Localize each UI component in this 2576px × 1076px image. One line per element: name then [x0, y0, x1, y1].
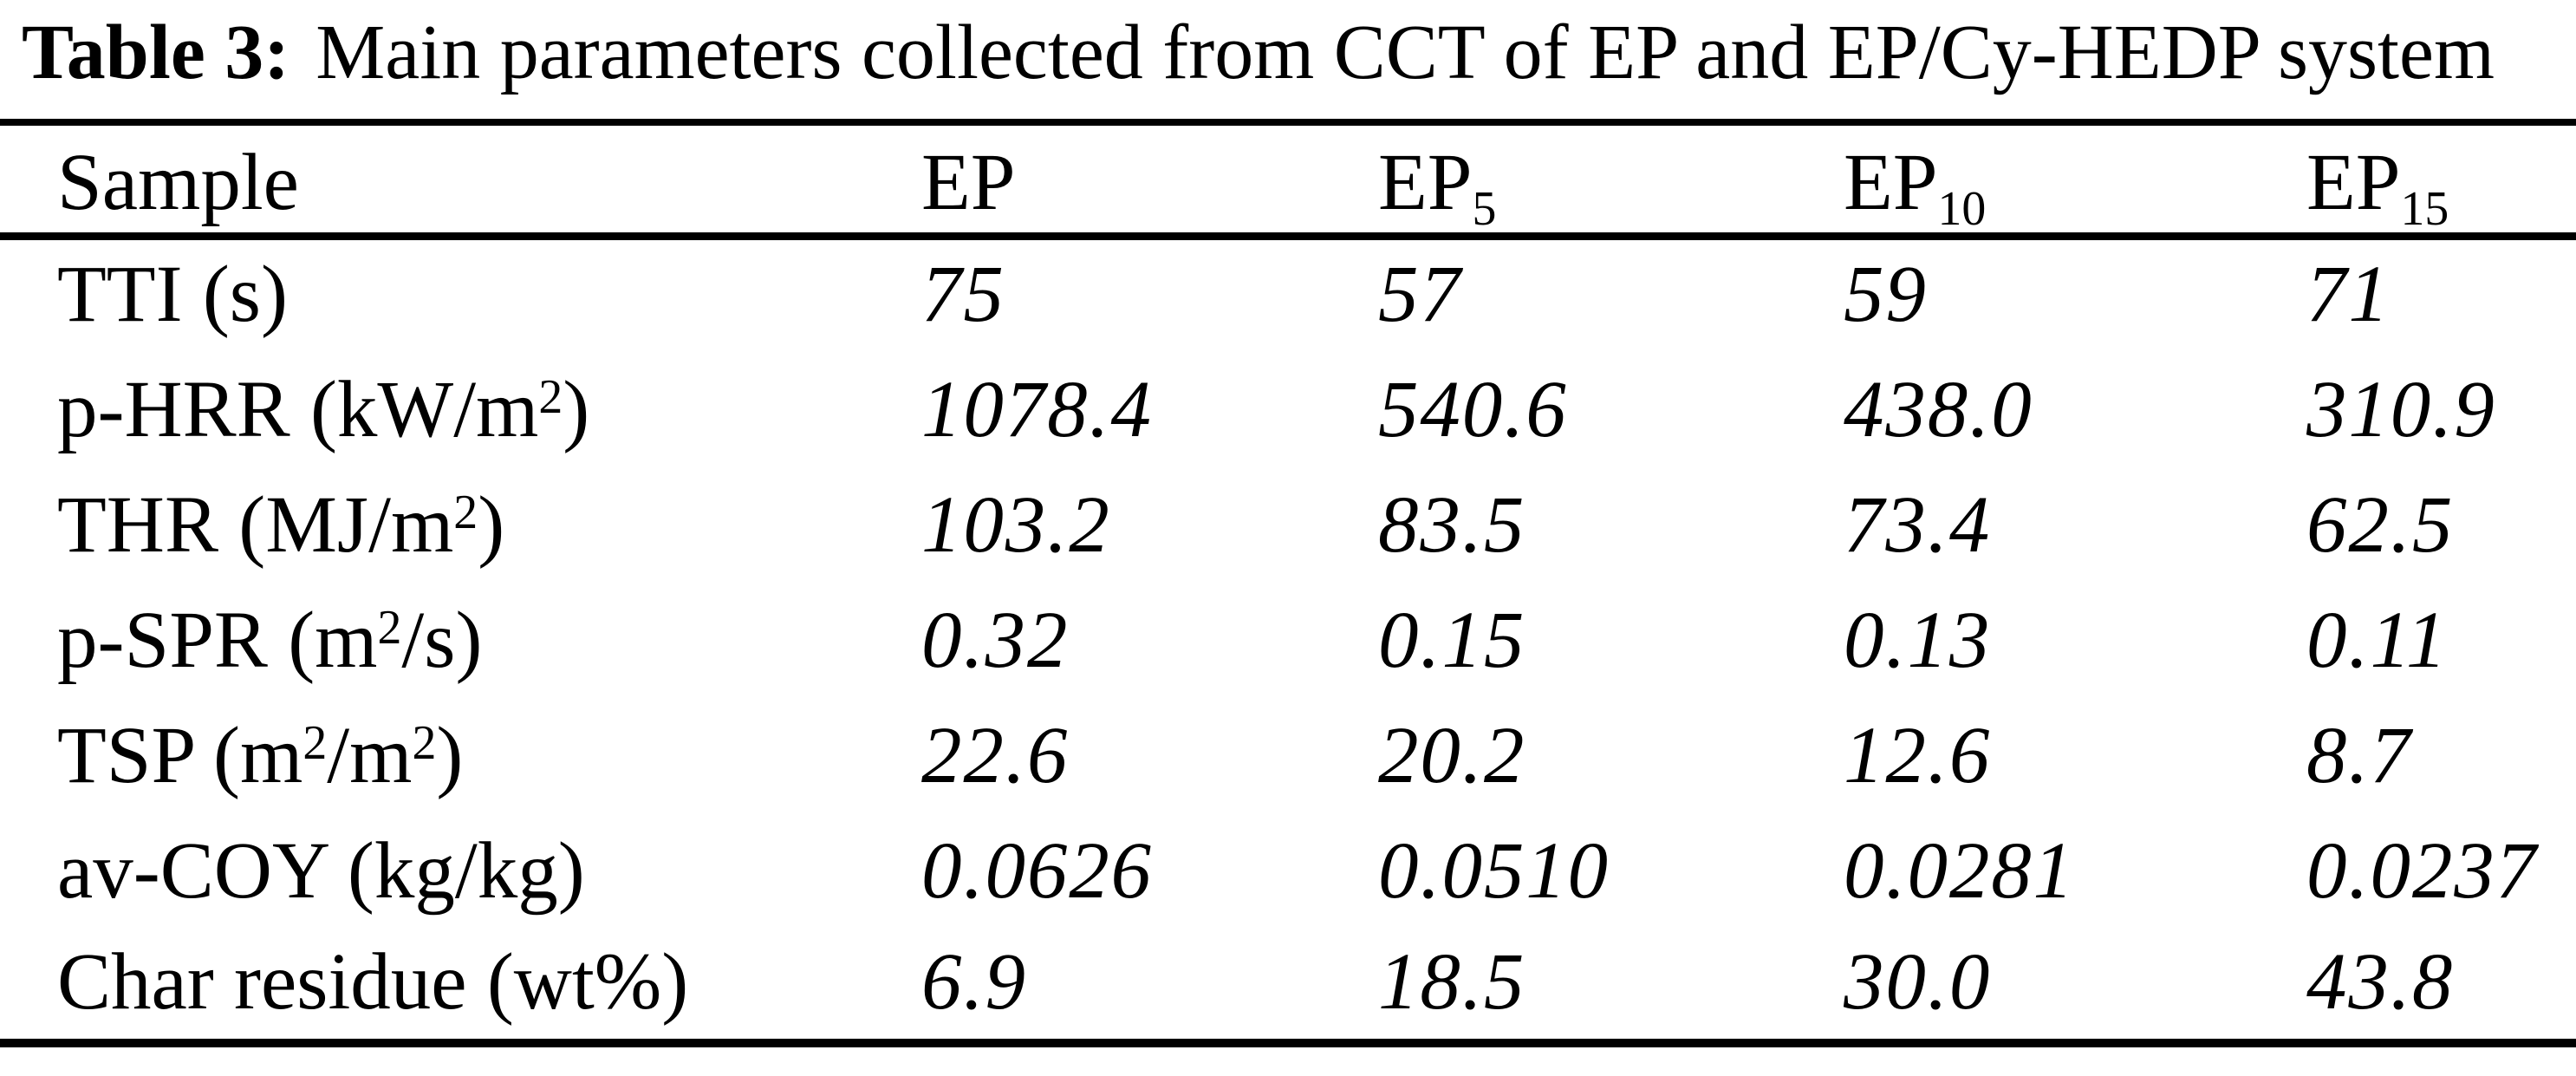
cell-value: 0.0281	[1844, 826, 2075, 916]
cell-value: 1078.4	[921, 365, 1153, 455]
table-caption-number: Table 3:	[22, 10, 290, 95]
column-header-2: EP5	[1378, 137, 1497, 236]
row-label: av-COY (kg/kg)	[57, 826, 585, 916]
cell-value: 0.32	[921, 596, 1070, 686]
column-header-3: EP10	[1844, 137, 1987, 236]
cell-value: 43.8	[2306, 937, 2455, 1027]
row-label: THR (MJ/m2)	[57, 480, 505, 571]
cell-value: 71	[2306, 250, 2391, 340]
row-label: TSP (m2/m2)	[57, 711, 464, 801]
table-caption: Table 3: Main parameters collected from C…	[22, 7, 2576, 99]
column-header-4: EP15	[2306, 137, 2449, 236]
cell-value: 0.0237	[2306, 826, 2538, 916]
subscript-text: 10	[1937, 181, 1987, 236]
row-label: TTI (s)	[57, 250, 288, 340]
cell-value: 0.13	[1844, 596, 1992, 686]
cell-value: 310.9	[2306, 365, 2496, 455]
cell-value: 0.11	[2306, 596, 2449, 686]
superscript-text: 2	[377, 601, 402, 655]
cell-value: 62.5	[2306, 480, 2455, 571]
table-header-row: Sample EP EP5 EP10 EP15	[0, 122, 2576, 237]
superscript-text: 2	[412, 716, 437, 771]
cell-value: 0.15	[1378, 596, 1526, 686]
cell-value: 0.0626	[921, 826, 1153, 916]
cell-value: 6.9	[921, 937, 1027, 1027]
cell-value: 57	[1378, 250, 1462, 340]
cell-value: 22.6	[921, 711, 1070, 801]
cell-value: 103.2	[921, 480, 1111, 571]
cell-value: 30.0	[1844, 937, 1992, 1027]
superscript-text: 2	[302, 716, 328, 771]
cell-value: 20.2	[1378, 711, 1526, 801]
table-row: TSP (m2/m2) 22.6 20.2 12.6 8.7	[0, 697, 2576, 812]
cell-value: 18.5	[1378, 937, 1526, 1027]
table-row: Char residue (wt%) 6.9 18.5 30.0 43.8	[0, 928, 2576, 1043]
table-caption-text: Main parameters collected from CCT of EP…	[315, 10, 2495, 95]
subscript-text: 15	[2400, 181, 2449, 236]
cell-value: 59	[1844, 250, 1928, 340]
cell-value: 73.4	[1844, 480, 1992, 571]
cell-value: 8.7	[2306, 711, 2412, 801]
parameters-table: Sample EP EP5 EP10 EP15 TTI (s) 75 57 59 71 p-HRR…	[0, 119, 2576, 1047]
cell-value: 438.0	[1844, 365, 2033, 455]
cell-value: 0.0510	[1378, 826, 1610, 916]
superscript-text: 2	[538, 370, 563, 425]
subscript-text: 5	[1472, 181, 1497, 236]
cell-value: 12.6	[1844, 711, 1992, 801]
superscript-text: 2	[453, 486, 478, 540]
column-header-1: EP	[921, 137, 1016, 227]
table-row: p-SPR (m2/s) 0.32 0.15 0.13 0.11	[0, 582, 2576, 697]
column-header-sample: Sample	[57, 137, 299, 227]
table-row: p-HRR (kW/m2) 1078.4 540.6 438.0 310.9	[0, 351, 2576, 466]
table-row: TTI (s) 75 57 59 71	[0, 236, 2576, 351]
row-label: p-SPR (m2/s)	[57, 596, 483, 686]
cell-value: 75	[921, 250, 1005, 340]
table-row: THR (MJ/m2) 103.2 83.5 73.4 62.5	[0, 466, 2576, 582]
row-label: Char residue (wt%)	[57, 937, 689, 1027]
table-row: av-COY (kg/kg) 0.0626 0.0510 0.0281 0.0237	[0, 812, 2576, 928]
cell-value: 540.6	[1378, 365, 1568, 455]
cell-value: 83.5	[1378, 480, 1526, 571]
row-label: p-HRR (kW/m2)	[57, 365, 590, 455]
